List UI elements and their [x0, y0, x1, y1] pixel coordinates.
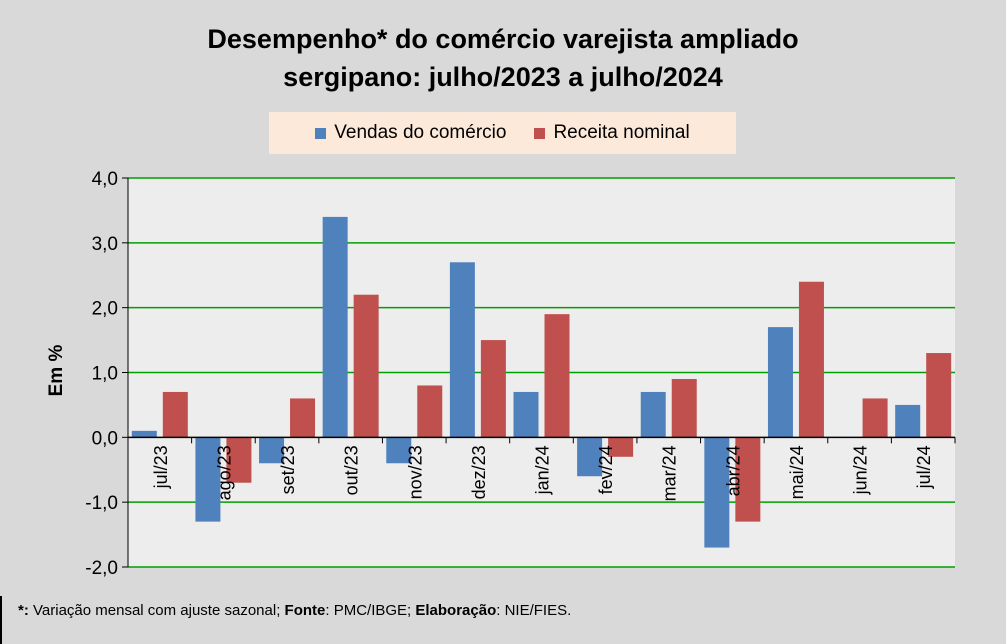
title-line-1: Desempenho* do comércio varejista amplia…	[207, 24, 799, 54]
bar-vendas	[513, 391, 539, 438]
bar-receita	[862, 398, 888, 438]
bar-receita	[226, 437, 252, 483]
bar-receita	[735, 437, 761, 522]
divider	[0, 596, 2, 644]
legend-item-vendas: Vendas do comércio	[315, 122, 506, 144]
y-tick-label: -1,0	[85, 493, 118, 514]
x-tick-label: nov/23	[405, 445, 425, 499]
bar-receita	[544, 314, 570, 438]
bar-receita	[671, 378, 697, 438]
bar-receita	[926, 353, 952, 438]
footnote-source: : PMC/IBGE;	[325, 602, 416, 619]
x-tick-label: jul/23	[151, 445, 171, 489]
bar-vendas	[577, 437, 603, 477]
bar-vendas	[640, 391, 666, 438]
bar-vendas	[322, 216, 348, 438]
bar-vendas	[195, 437, 221, 522]
x-tick-label: ago/23	[214, 445, 234, 500]
x-tick-label: out/23	[342, 445, 362, 495]
y-tick-label: 1,0	[92, 364, 118, 385]
bar-receita	[290, 398, 316, 438]
y-tick-label: -2,0	[85, 558, 118, 579]
footnote-note: Variação mensal com ajuste sazonal;	[28, 602, 285, 619]
bar-vendas	[704, 437, 730, 548]
bar-vendas	[131, 430, 157, 438]
legend-item-receita: Receita nominal	[534, 122, 690, 144]
bar-receita	[608, 437, 634, 457]
legend-swatch	[315, 127, 327, 139]
y-axis-label: Em %	[46, 345, 67, 397]
footnote-elab: : NIE/FIES.	[496, 602, 572, 619]
x-tick-label: set/23	[278, 445, 298, 494]
bar-receita	[162, 391, 188, 438]
x-tick-label: jun/24	[851, 445, 871, 495]
legend: Vendas do comércio Receita nominal	[269, 112, 736, 154]
y-tick-label: 4,0	[92, 169, 118, 190]
x-tick-label: mar/24	[660, 445, 680, 501]
legend-label: Receita nominal	[553, 122, 690, 143]
bar-vendas	[386, 437, 412, 464]
x-tick-label: jul/24	[914, 445, 934, 489]
footnote-source-label: Fonte	[284, 602, 326, 619]
footnote-elab-label: Elaboração	[415, 602, 497, 619]
chart-title: Desempenho* do comércio varejista amplia…	[0, 20, 1006, 96]
legend-swatch	[534, 127, 546, 139]
legend-label: Vendas do comércio	[334, 122, 507, 143]
bar-receita	[417, 385, 443, 438]
x-tick-label: jan/24	[533, 445, 553, 495]
x-tick-label: dez/23	[469, 445, 489, 499]
bar-receita	[353, 294, 379, 438]
bar-vendas	[895, 404, 921, 438]
bar-receita	[798, 281, 824, 438]
y-tick-label: 3,0	[92, 234, 118, 255]
title-line-2: sergipano: julho/2023 a julho/2024	[283, 62, 723, 92]
bar-vendas	[449, 262, 475, 438]
y-tick-label: 2,0	[92, 299, 118, 320]
bar-vendas	[767, 327, 793, 438]
bar-receita	[480, 340, 506, 438]
y-tick-label: 0,0	[92, 428, 118, 449]
footnote: *: Variação mensal com ajuste sazonal; F…	[18, 602, 571, 619]
bar-vendas	[259, 437, 285, 464]
x-tick-label: abr/24	[723, 445, 743, 496]
x-tick-label: fev/24	[596, 445, 616, 494]
x-tick-label: mai/24	[787, 445, 807, 499]
footnote-star: *:	[18, 602, 29, 619]
